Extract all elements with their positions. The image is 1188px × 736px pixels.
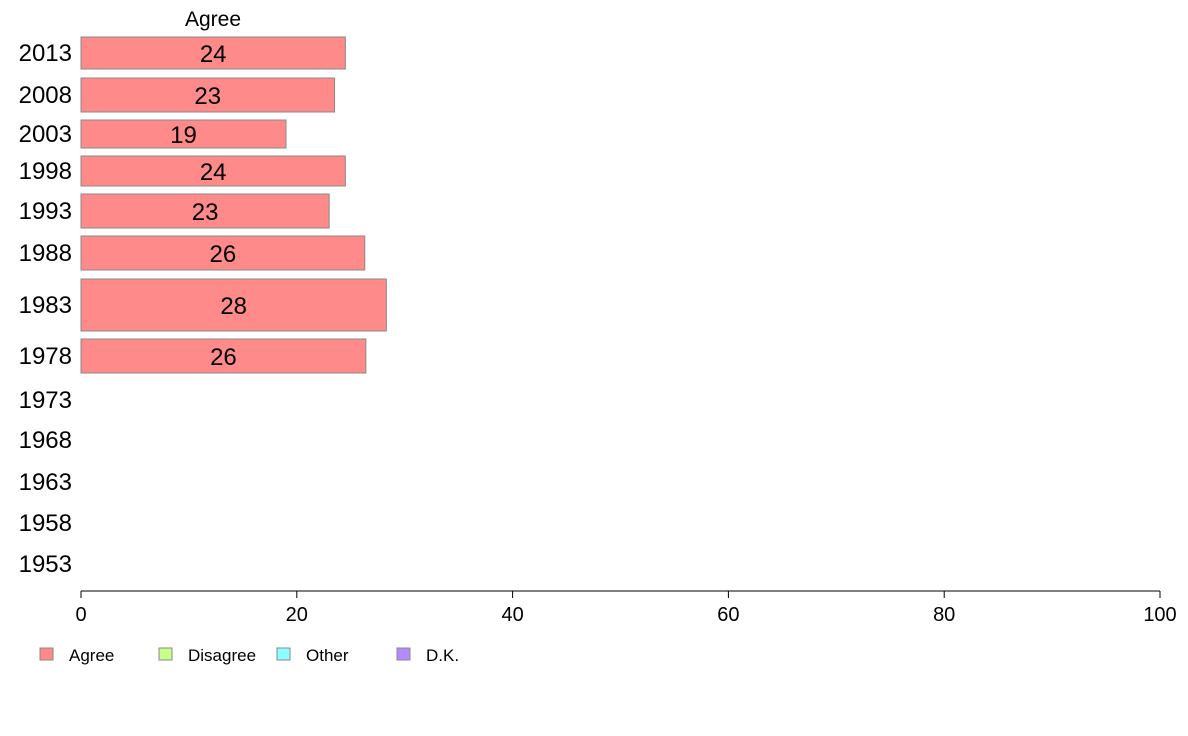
year-label-1953: 1953 [19, 551, 72, 578]
bar-agree-1993 [80, 193, 330, 229]
year-label-1983: 1983 [19, 292, 72, 319]
bar-agree-1998 [80, 155, 346, 187]
bar-agree-2008 [80, 77, 336, 113]
legend-label-agree: Agree [69, 646, 114, 665]
bar-agree-1978 [80, 338, 367, 374]
bar-label-1998: 24 [200, 159, 227, 186]
year-labels-group: 2013 2008 2003 1998 1993 1988 1983 1978 1973 1968… [19, 40, 72, 578]
bar-label-1988: 26 [210, 241, 237, 268]
year-label-1973: 1973 [19, 387, 72, 414]
legend-label-disagree: Disagree [188, 646, 256, 665]
legend-label-dk: D.K. [426, 646, 459, 665]
year-label-1978: 1978 [19, 343, 72, 370]
legend-swatch-disagree [158, 647, 173, 661]
year-label-1963: 1963 [19, 469, 72, 496]
bar-agree-1988 [80, 235, 366, 271]
x-tick-label-100: 100 [1143, 604, 1176, 626]
bar-label-1978: 26 [210, 344, 237, 371]
bar-agree-2013 [80, 36, 346, 70]
x-tick-label-40: 40 [501, 604, 523, 626]
bar-agree-2003 [80, 119, 287, 149]
year-label-1958: 1958 [19, 510, 72, 537]
legend-swatch-dk [396, 647, 411, 661]
x-tick-label-20: 20 [286, 604, 308, 626]
year-label-1993: 1993 [19, 198, 72, 225]
legend: Agree Disagree Other D.K. [39, 646, 459, 665]
year-label-1998: 1998 [19, 158, 72, 185]
bar-label-1983: 28 [220, 293, 247, 320]
series-title: Agree [185, 8, 241, 31]
bar-agree-1983 [80, 278, 387, 332]
bar-label-2003: 19 [170, 122, 197, 149]
legend-swatch-agree [39, 647, 54, 661]
bar-label-2013: 24 [200, 41, 227, 68]
year-label-1988: 1988 [19, 240, 72, 267]
year-label-2008: 2008 [19, 82, 72, 109]
year-label-2013: 2013 [19, 40, 72, 67]
bar-label-1993: 23 [192, 199, 219, 226]
year-label-2003: 2003 [19, 121, 72, 148]
x-axis: 0 20 40 60 80 100 [75, 590, 1177, 626]
x-tick-label-60: 60 [717, 604, 739, 626]
x-tick-label-0: 0 [75, 604, 86, 626]
bar-label-2008: 23 [194, 83, 221, 110]
legend-label-other: Other [306, 646, 349, 665]
year-label-1968: 1968 [19, 427, 72, 454]
legend-swatch-other [276, 647, 291, 661]
x-tick-label-80: 80 [933, 604, 955, 626]
